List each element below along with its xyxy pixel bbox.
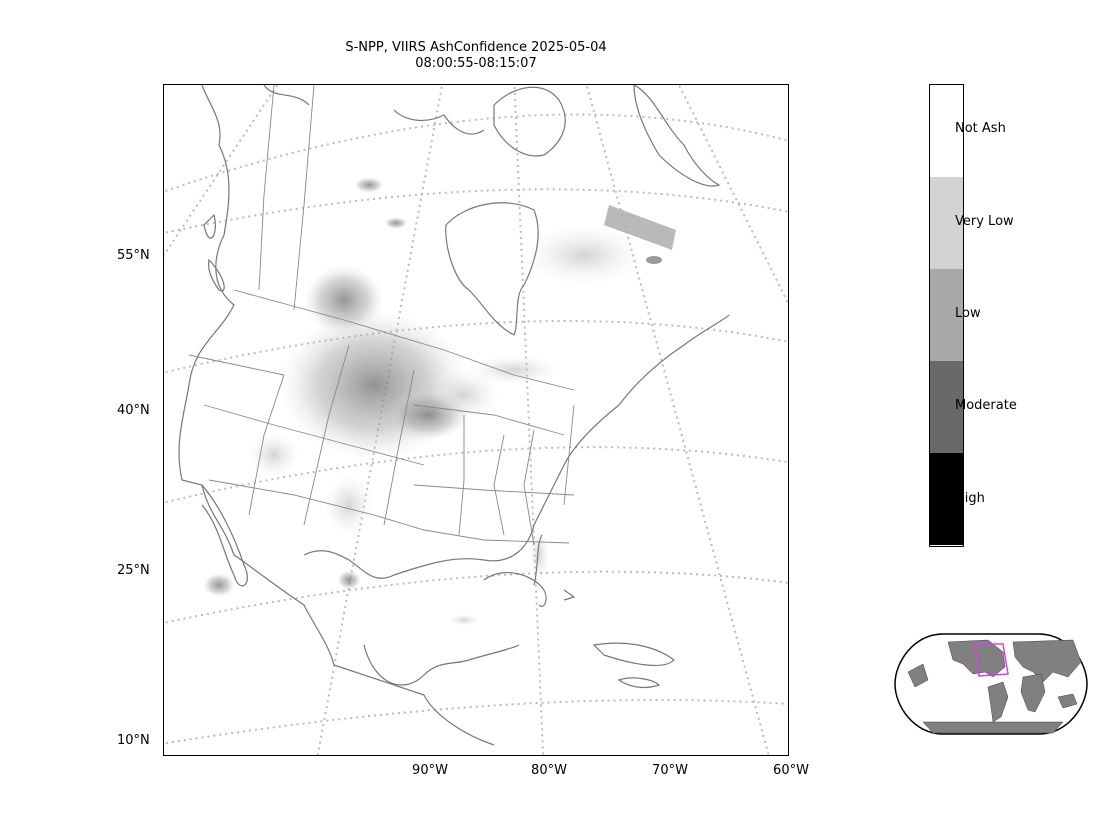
map-svg [164,85,788,755]
title-line-1: S-NPP, VIIRS AshConfidence 2025-05-04 [345,40,607,55]
political-boundaries [188,85,575,546]
colorbar-segment-low [930,269,963,361]
inset-globe-map [893,632,1089,736]
lon-tick-label: 60°W [773,763,809,778]
colorbar-label: High [955,491,985,506]
colorbar-segment-not-ash [930,85,963,177]
title-line-2: 08:00:55-08:15:07 [415,56,537,71]
lon-tick-label: 80°W [531,763,567,778]
lat-tick-label: 55°N [117,248,150,263]
colorbar-segment-very-low [930,177,963,269]
colorbar-label: Low [955,306,981,321]
colorbar [929,84,964,547]
lat-tick-label: 10°N [117,733,150,748]
colorbar-label: Moderate [955,398,1017,413]
colorbar-label: Very Low [955,214,1014,229]
lat-tick-label: 40°N [117,403,150,418]
lon-tick-label: 90°W [412,763,448,778]
colorbar-segment-high [930,453,963,545]
ash-confidence-field [203,177,676,626]
coastlines [178,85,730,746]
map-title: S-NPP, VIIRS AshConfidence 2025-05-04 08… [326,40,626,72]
inset-svg [894,633,1088,735]
graticule-latitudes [164,113,788,745]
colorbar-segment-moderate [930,361,963,453]
inset-land [907,639,1082,734]
main-map[interactable] [163,84,789,756]
lat-tick-label: 25°N [117,563,150,578]
colorbar-label: Not Ash [955,121,1006,136]
inset-extent-box [974,643,1009,677]
lon-tick-label: 70°W [652,763,688,778]
